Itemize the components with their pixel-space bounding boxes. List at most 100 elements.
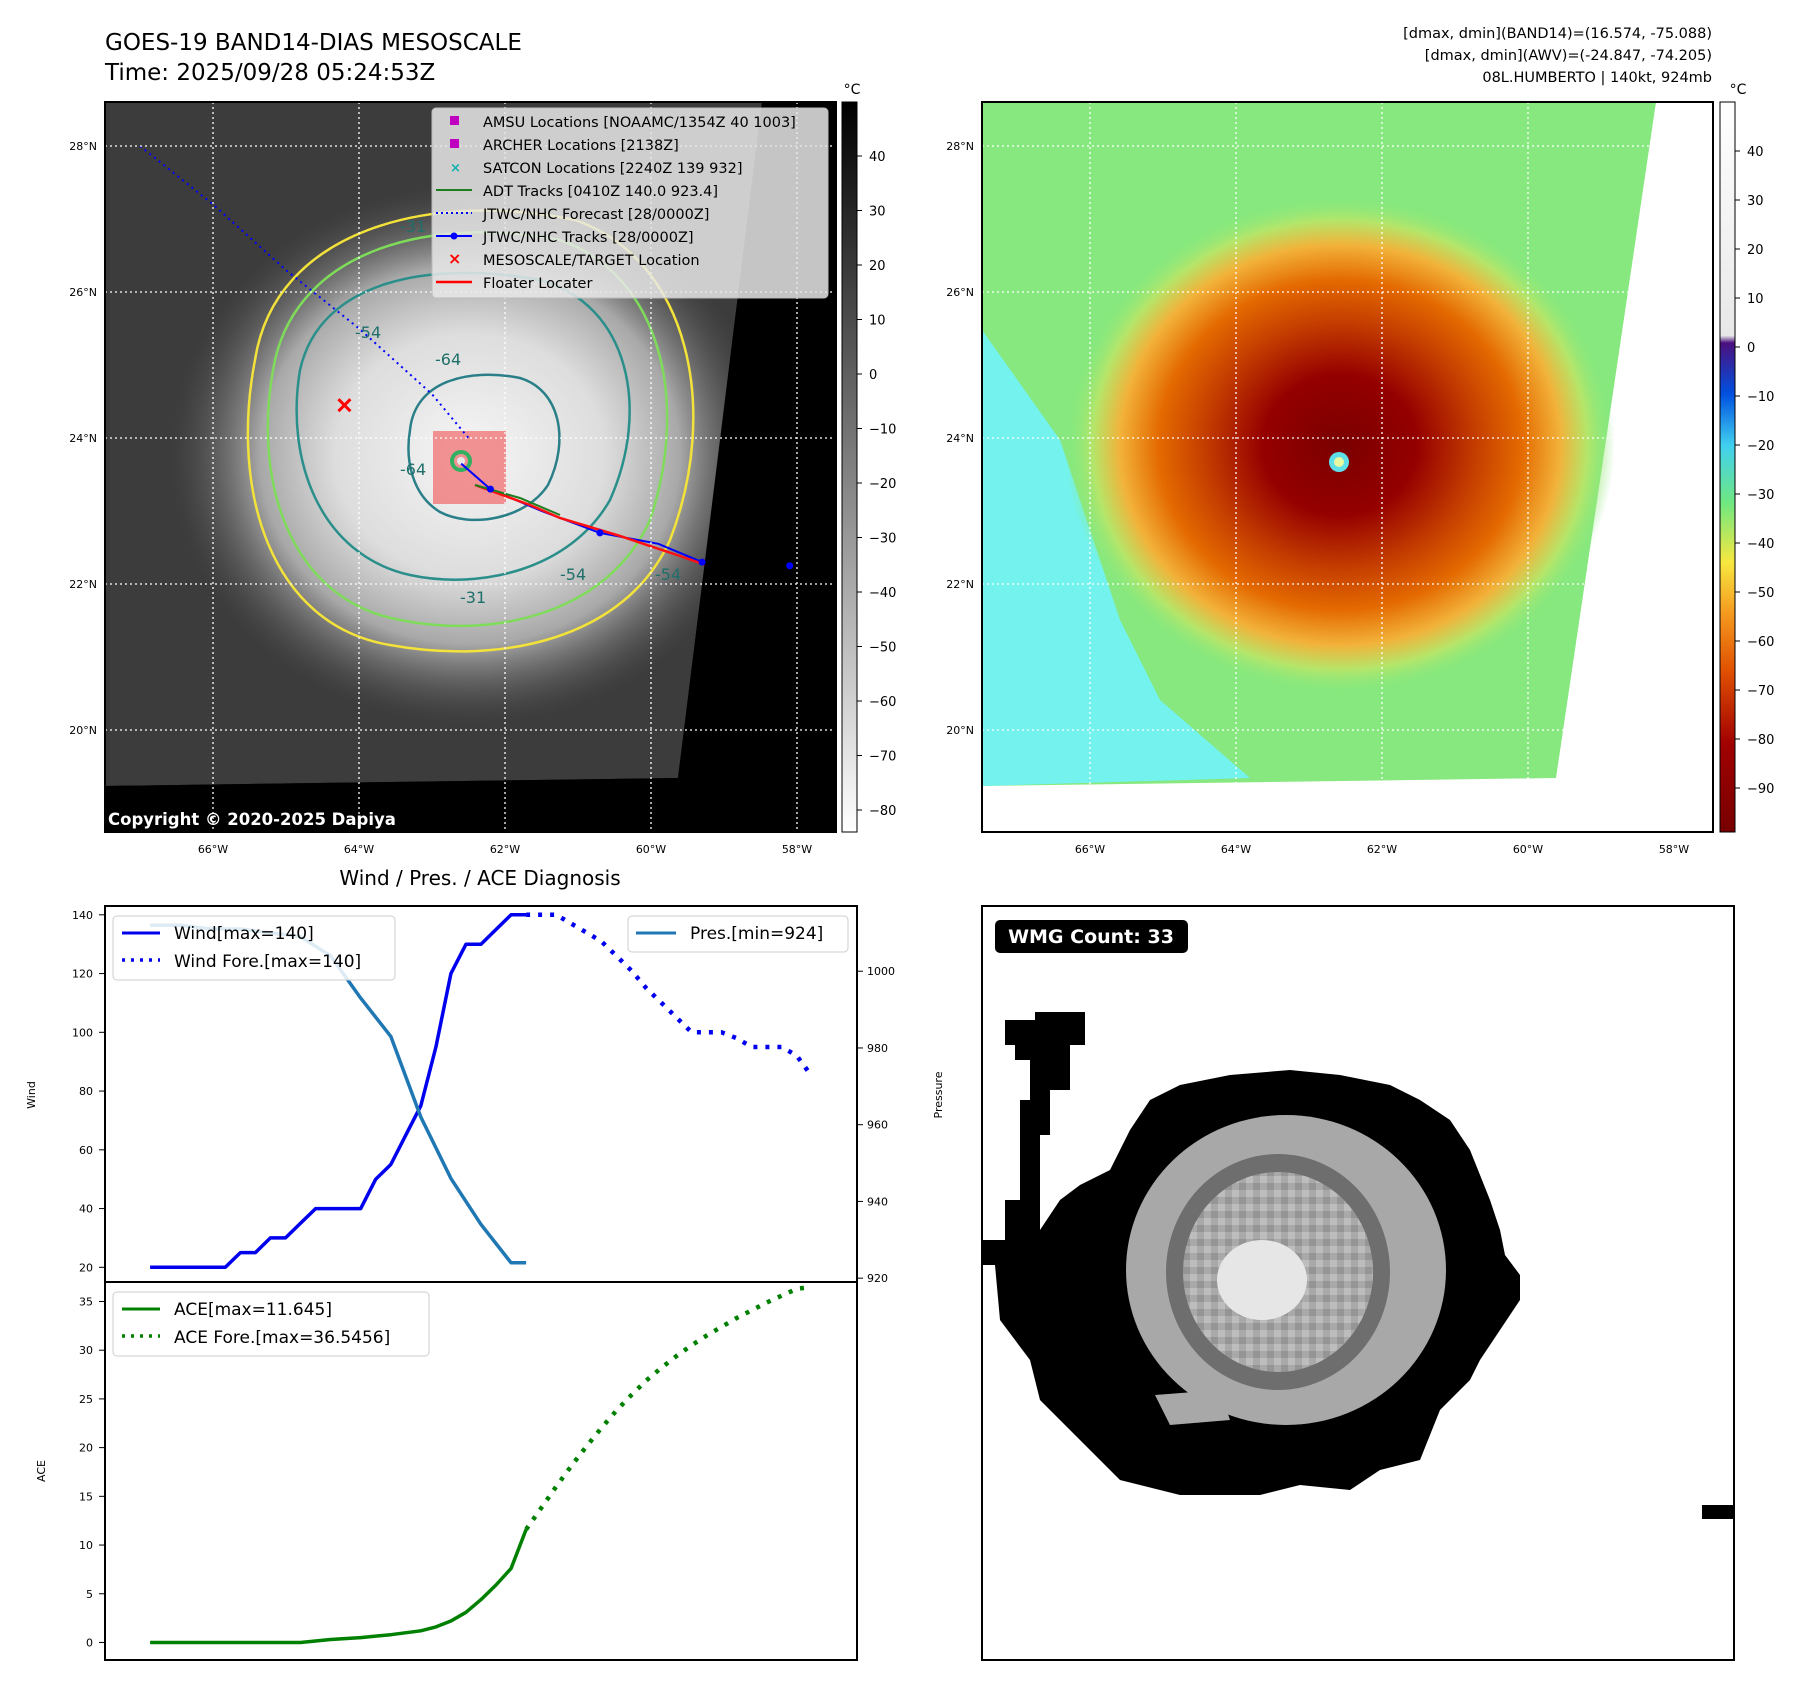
axis-tick-label: 920	[867, 1272, 888, 1285]
axis-tick-label: 5	[86, 1588, 93, 1601]
lon-label: 64°W	[344, 843, 374, 856]
contour-label: -31	[460, 588, 486, 607]
lon-label: 66°W	[198, 843, 228, 856]
track-dot-icon	[450, 232, 458, 240]
axis-tick-label: 10	[79, 1539, 93, 1552]
target-location-marker	[337, 398, 352, 413]
track-point	[786, 562, 794, 570]
lon-label: 64°W	[1221, 843, 1251, 856]
wind-ylabel: Wind	[25, 1081, 38, 1109]
colorbar-tick-label: 0	[1747, 341, 1755, 356]
lon-tick-labels-2: 66°W 64°W 62°W 60°W 58°W	[1075, 843, 1689, 856]
axis-tick-label: 1000	[867, 965, 895, 978]
wmg-panel: WMG Count: 33	[981, 905, 1735, 1661]
legend-wind: Wind[max=140]	[174, 924, 314, 944]
colorbar-tick-label: 0	[869, 368, 877, 383]
lon-tick-labels: 66°W 64°W 62°W 60°W 58°W	[198, 843, 812, 856]
color-colorbar-unit: °C	[1730, 82, 1747, 98]
colorbar-tick-label: −70	[1747, 684, 1774, 699]
info-line3: 08L.HUMBERTO | 140kt, 924mb	[1482, 70, 1712, 86]
colorbar-tick-label: −30	[1747, 488, 1774, 503]
legend-label: AMSU Locations [NOAAMC/1354Z 40 1003]	[483, 115, 796, 131]
pressure-ylabel: Pressure	[932, 1071, 945, 1118]
contour-label: -54	[655, 565, 681, 584]
legend-label: Floater Locater	[483, 276, 592, 292]
lon-label: 62°W	[490, 843, 520, 856]
wmg-outer-band	[1005, 1012, 1085, 1240]
pressure-axis-ticks: 920 940 960 980 1000	[857, 965, 895, 1285]
map-title-line1: GOES-19 BAND14-DIAS MESOSCALE	[105, 30, 522, 56]
axis-tick-label: 940	[867, 1195, 888, 1208]
lat-label: 22°N	[69, 578, 97, 591]
ace-legend: ACE[max=11.645] ACE Fore.[max=36.5456]	[112, 1291, 430, 1357]
enhanced-ir-map-panel: 28°N 26°N 24°N 22°N 20°N 66°W 64°W 62°W …	[946, 101, 1714, 856]
lat-tick-labels-2: 28°N 26°N 24°N 22°N 20°N	[946, 140, 974, 737]
ace-plot-frame	[104, 1281, 858, 1661]
colorbar-tick-label: −80	[1747, 733, 1774, 748]
colorbar-tick-label: 20	[869, 259, 886, 274]
series-line-0-1	[526, 912, 814, 1078]
colorbar-tick-label: −80	[869, 804, 896, 819]
colorbar-tick-label: −50	[869, 641, 896, 656]
lon-label: 60°W	[1513, 843, 1543, 856]
map2-gridlines	[982, 102, 1713, 832]
contour-teal-inner	[407, 373, 561, 522]
lat-label: 26°N	[69, 286, 97, 299]
axis-tick-label: 140	[72, 909, 93, 922]
colorbar-tick-label: −60	[1747, 635, 1774, 650]
legend-label: SATCON Locations [2240Z 139 932]	[483, 161, 742, 177]
legend-ace: ACE[max=11.645]	[174, 1300, 332, 1320]
legend-box	[431, 107, 829, 299]
lon-label: 66°W	[1075, 843, 1105, 856]
wind-axis-ticks: 20 40 60 80 100 120 140	[72, 909, 105, 1274]
storm-core-colored	[1065, 195, 1615, 695]
ace-ylabel: ACE	[35, 1460, 48, 1482]
color-colorbar: °C 40 30 20 10 0 −10 −20 −30 −40 −50 −60 −70 −80 −90	[1719, 82, 1774, 833]
legend-label: MESOSCALE/TARGET Location	[483, 253, 700, 269]
lat-label: 20°N	[69, 724, 97, 737]
color-colorbar-ramp	[1719, 101, 1736, 833]
ace-axis-ticks: 0 5 10 15 20 25 30 35	[79, 1295, 105, 1649]
legend-label: ADT Tracks [0410Z 140.0 923.4]	[483, 184, 718, 200]
contour-label: -64	[400, 460, 426, 479]
ace-legend-box	[112, 1291, 430, 1357]
lat-tick-labels: 28°N 26°N 24°N 22°N 20°N	[69, 140, 97, 737]
colorbar-tick-label: −40	[869, 586, 896, 601]
ace-plot: 0 5 10 15 20 25 30 35 ACE ACE[max=11.645] ACE F…	[35, 1281, 858, 1661]
wind-legend: Wind[max=140] Wind Fore.[max=140]	[112, 915, 396, 981]
pressure-legend: Pres.[min=924]	[627, 915, 849, 953]
legend-ace-fore: ACE Fore.[max=36.5456]	[174, 1328, 390, 1348]
wmg-edge-pixel	[1702, 1505, 1734, 1519]
lat-label: 22°N	[946, 578, 974, 591]
series-line-0-0	[150, 913, 527, 1270]
colorbar-tick-label: −10	[1747, 390, 1774, 405]
axis-tick-label: 20	[79, 1261, 93, 1274]
gray-colorbar: °C 40 30 20 10 0 −10 −20 −30 −40 −50 −60 −70 −80	[841, 82, 896, 833]
contour-yellow	[246, 209, 695, 653]
wmg-count-label: WMG Count: 33	[1008, 926, 1174, 948]
colorbar-tick-label: 40	[1747, 145, 1764, 160]
wmg-gray-patch	[1155, 1390, 1230, 1425]
colorbar-tick-label: 30	[869, 205, 886, 220]
lat-label: 26°N	[946, 286, 974, 299]
wmg-eye	[1217, 1240, 1307, 1320]
axis-tick-label: 15	[79, 1490, 93, 1503]
axis-tick-label: 40	[79, 1203, 93, 1216]
lon-label: 62°W	[1367, 843, 1397, 856]
ace-series-group	[150, 1284, 813, 1645]
map-frame	[104, 101, 837, 833]
contour-label: -54	[560, 565, 586, 584]
info-line2: [dmax, dmin](AWV)=(-24.847, -74.205)	[1425, 48, 1712, 64]
axis-tick-label: 30	[79, 1344, 93, 1357]
colorbar-tick-label: −90	[1747, 782, 1774, 797]
amsu-marker-icon	[450, 116, 459, 125]
contour-teal-outer	[295, 271, 631, 581]
colorbar-tick-label: −50	[1747, 586, 1774, 601]
map2-frame	[981, 101, 1714, 833]
pressure-legend-box	[627, 915, 849, 953]
legend-label: JTWC/NHC Forecast [28/0000Z]	[482, 207, 709, 223]
map-title-line2: Time: 2025/09/28 05:24:53Z	[104, 60, 435, 86]
contour-label: -64	[435, 350, 461, 369]
ir-map-panel: -54 -64 -64 -54 -54 -31 -31 Copyright © …	[69, 101, 837, 856]
contour-label: -31	[400, 217, 426, 236]
